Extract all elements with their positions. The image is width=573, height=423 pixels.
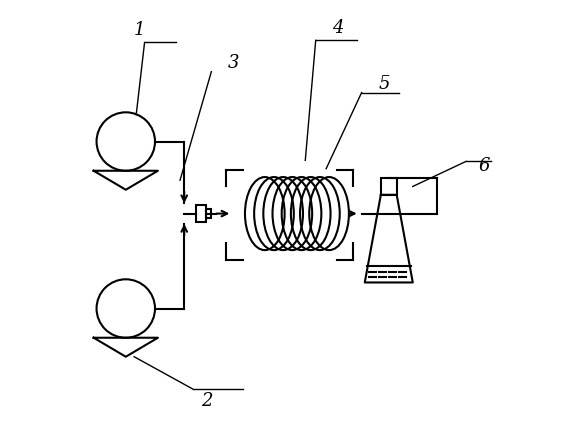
Text: 5: 5 [378,75,390,93]
Text: 3: 3 [228,54,240,72]
Bar [197,205,206,222]
Text: 1: 1 [134,21,146,39]
Text: 6: 6 [478,157,490,175]
Text: 4: 4 [332,19,344,37]
Bar [381,178,397,195]
Text: 2: 2 [201,393,213,410]
Bar [206,209,211,218]
